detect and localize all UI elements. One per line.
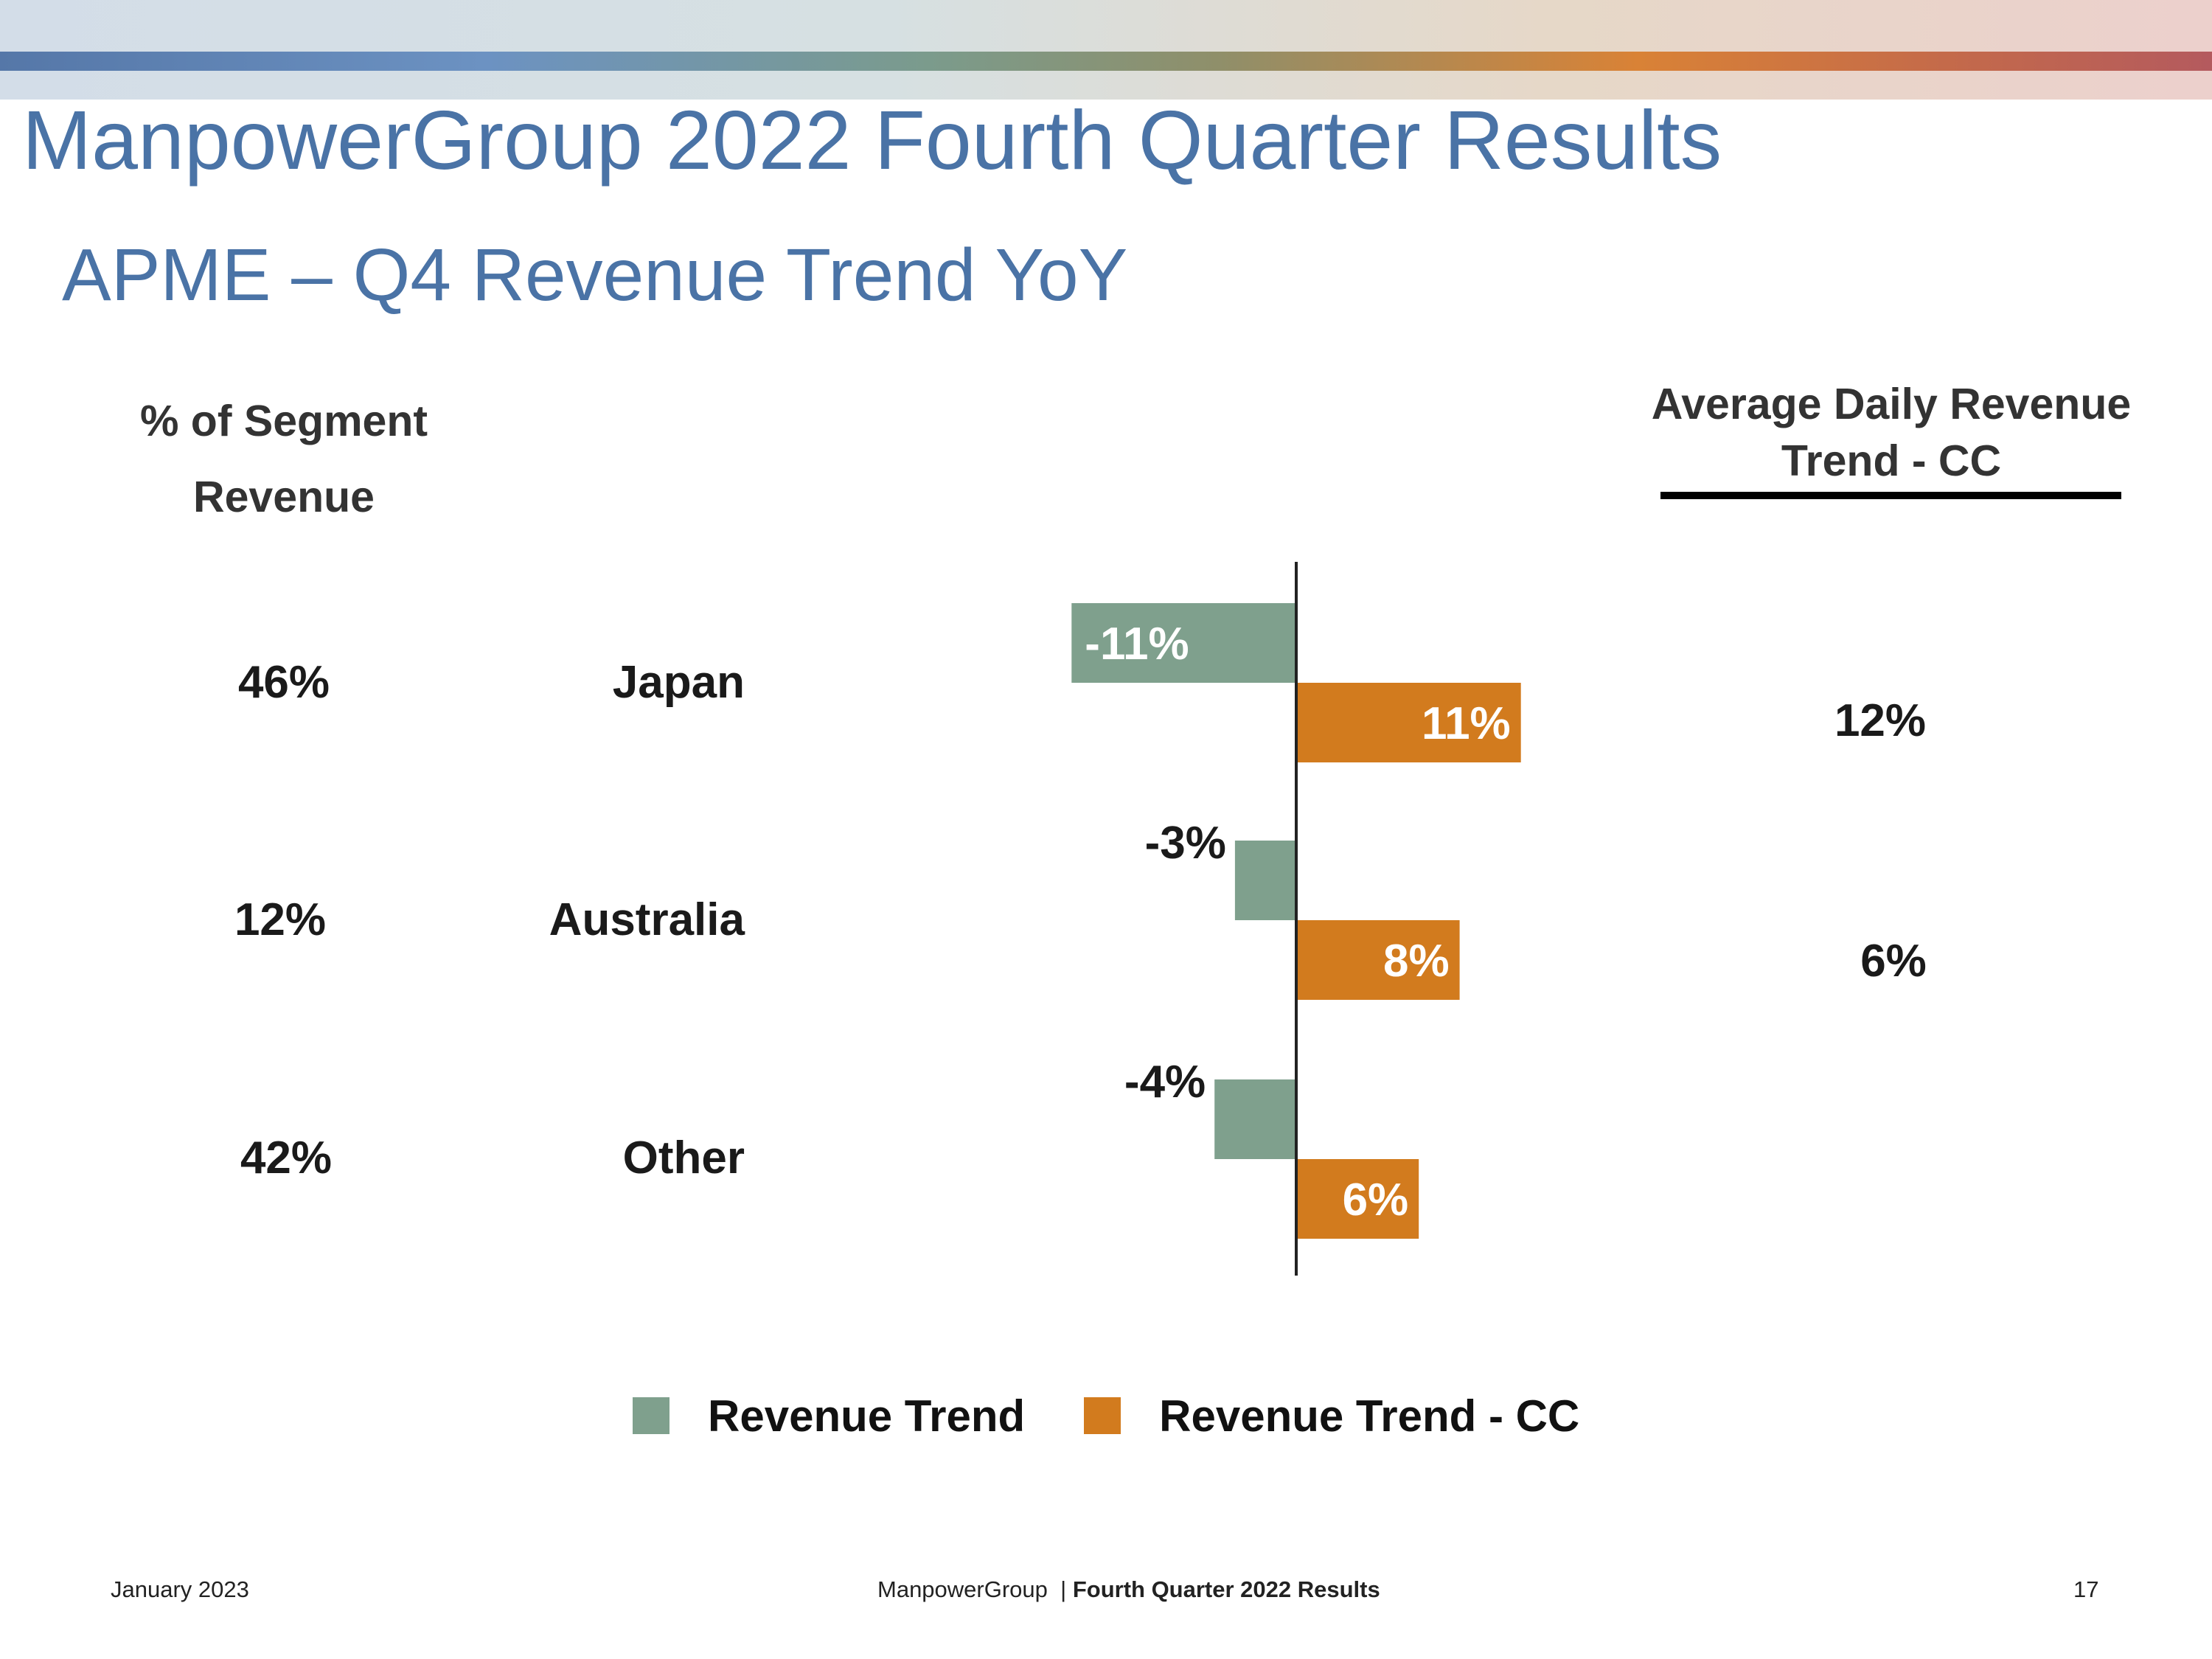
header-band xyxy=(0,0,2212,100)
data-label-australia-revenue-trend: -3% xyxy=(1145,818,1226,869)
segment-revenue-header: % of Segment Revenue xyxy=(139,397,428,522)
region-label-australia: Australia xyxy=(549,894,745,945)
bar-other-revenue-trend xyxy=(1214,1079,1296,1159)
data-label-other-revenue-trend-cc: 6% xyxy=(1343,1175,1409,1225)
bar-australia-revenue-trend-cc xyxy=(1296,920,1460,1000)
segment-pct-australia: 12% xyxy=(234,894,327,945)
data-label-australia-revenue-trend-cc: 8% xyxy=(1383,936,1450,987)
legend-swatch-revenue-trend xyxy=(633,1397,669,1434)
legend-swatch-revenue-trend-cc xyxy=(1084,1397,1121,1434)
bar-other-revenue-trend-cc xyxy=(1296,1159,1419,1239)
bar-japan-revenue-trend-cc xyxy=(1296,683,1521,762)
page-title: ManpowerGroup 2022 Fourth Quarter Result… xyxy=(22,94,1722,187)
data-label-japan-revenue-trend-cc: 11% xyxy=(1422,698,1511,749)
footer-page-number: 17 xyxy=(2073,1576,2099,1602)
footer-date: January 2023 xyxy=(111,1576,249,1602)
legend-label-revenue-trend: Revenue Trend xyxy=(708,1391,1026,1441)
adr-value-japan: 12% xyxy=(1834,695,1927,746)
chart-legend: Revenue Trend Revenue Trend - CC xyxy=(633,1390,1638,1441)
bar-australia-revenue-trend xyxy=(1234,841,1296,920)
segment-pct-japan: 46% xyxy=(237,657,330,708)
data-label-japan-revenue-trend: -11% xyxy=(1085,619,1189,669)
data-label-other-revenue-trend: -4% xyxy=(1124,1057,1206,1107)
header-underline xyxy=(1660,492,2121,499)
region-label-japan: Japan xyxy=(612,657,745,708)
region-label-other: Other xyxy=(622,1133,745,1183)
footer-company: ManpowerGroup xyxy=(877,1576,1048,1602)
adr-value-australia: 6% xyxy=(1860,936,1927,987)
bar-japan-revenue-trend xyxy=(1071,603,1296,683)
footer-report-title: ManpowerGroup | Fourth Quarter 2022 Resu… xyxy=(877,1576,1380,1603)
legend-label-revenue-trend-cc: Revenue Trend - CC xyxy=(1159,1391,1580,1441)
page-subtitle: APME – Q4 Revenue Trend YoY xyxy=(62,234,1128,316)
segment-pct-other: 42% xyxy=(240,1133,333,1183)
footer-separator: | xyxy=(1060,1576,1067,1602)
header-stripe xyxy=(0,52,2212,71)
average-daily-revenue-header: Average Daily Revenue Trend - CC xyxy=(1651,380,2132,485)
footer-report: Fourth Quarter 2022 Results xyxy=(1072,1576,1380,1602)
